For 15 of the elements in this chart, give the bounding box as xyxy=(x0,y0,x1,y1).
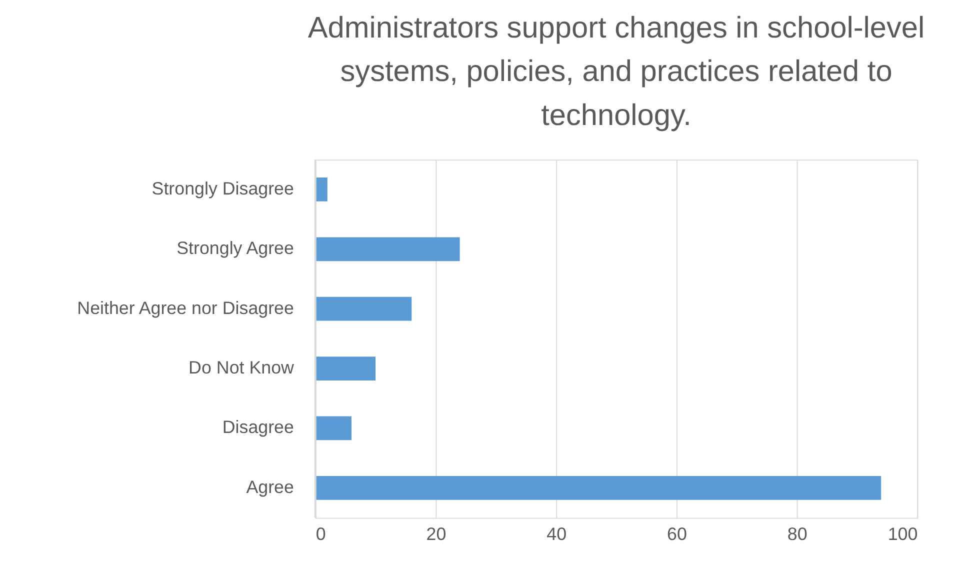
text: systems, policies, and practices related to xyxy=(340,55,892,88)
x-tick-label: 80 xyxy=(787,524,808,544)
y-tick-label: Disagree xyxy=(222,417,294,438)
x-tick-label: 0 xyxy=(316,524,326,544)
y-tick-label: Do Not Know xyxy=(188,357,294,378)
text: Administrators support changes in school-level xyxy=(308,11,925,44)
y-tick-label: Neither Agree nor Disagree xyxy=(77,298,294,318)
x-tick-label: 100 xyxy=(888,524,918,544)
y-tick-label: Strongly Agree xyxy=(176,238,294,258)
y-tick-label: Strongly Disagree xyxy=(152,178,294,198)
y-tick-label: Agree xyxy=(246,476,294,497)
text: technology. xyxy=(541,98,692,132)
x-tick-label: 40 xyxy=(546,524,567,544)
x-tick-label: 20 xyxy=(426,524,446,544)
x-tick-label: 60 xyxy=(667,524,687,544)
